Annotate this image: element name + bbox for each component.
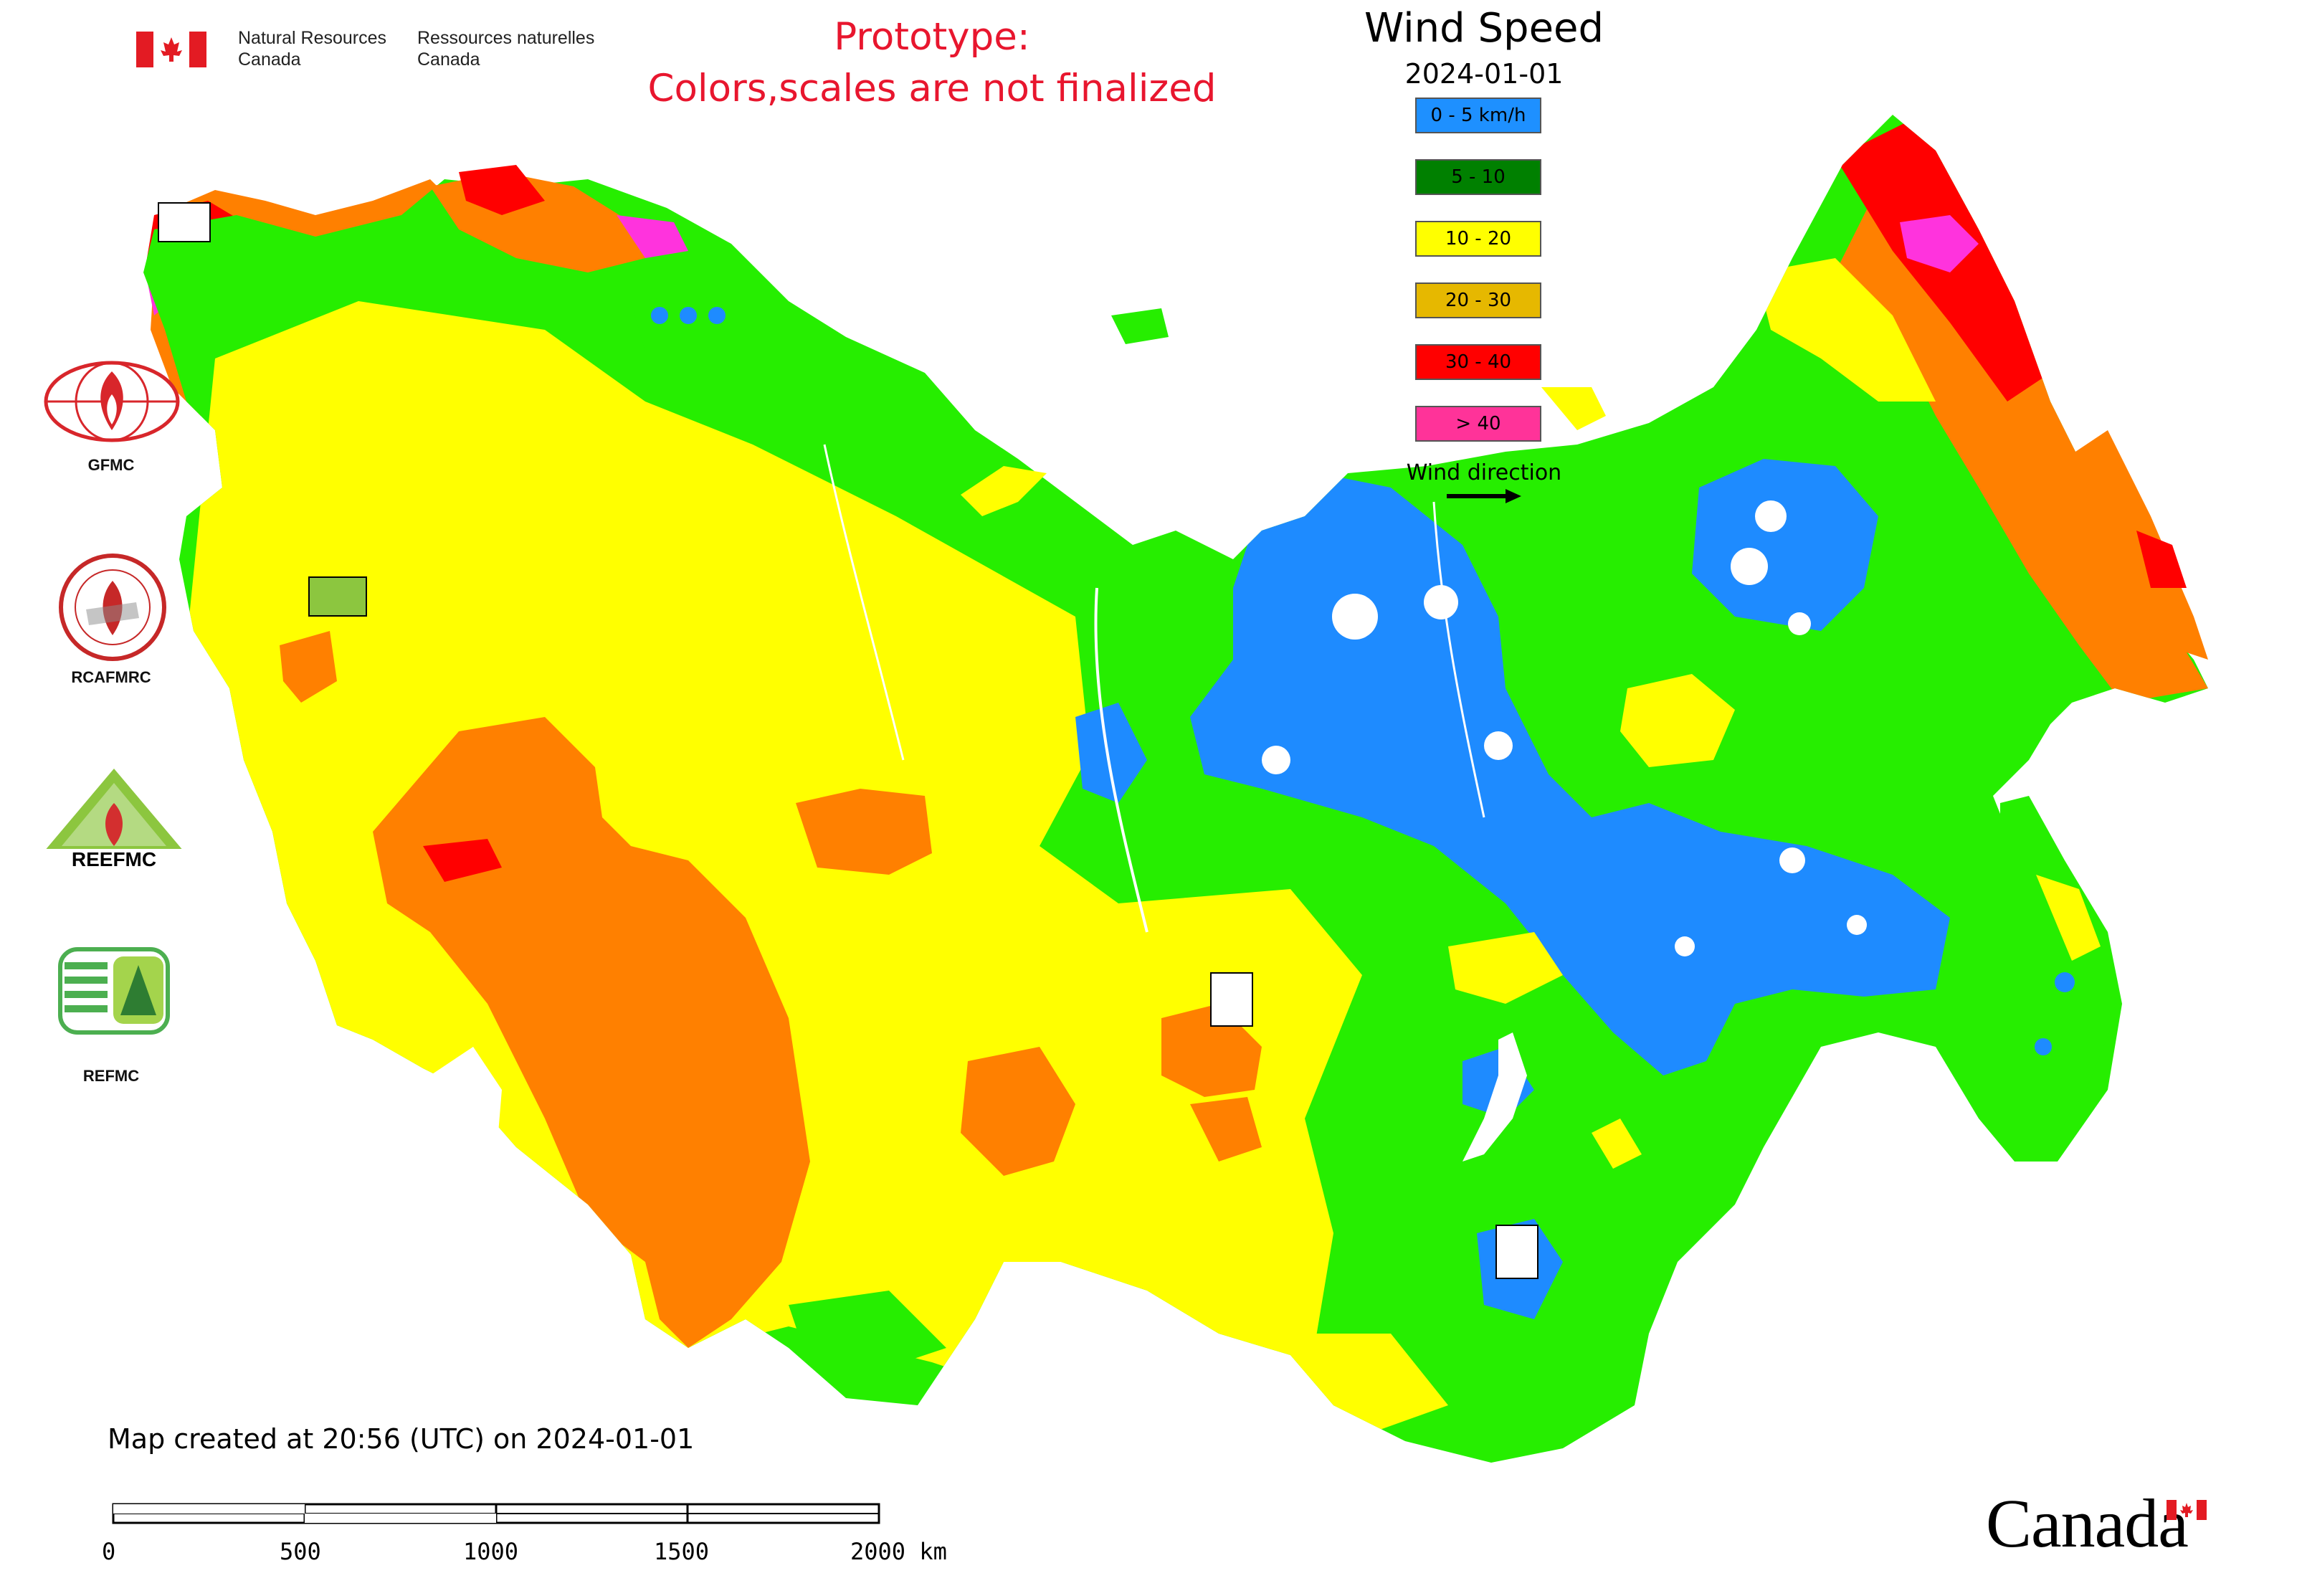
canada-wordmark: Canada [1986, 1485, 2189, 1562]
gfmc-map-marker [158, 202, 211, 242]
refmc-logo-icon [58, 947, 170, 1035]
wind-direction-label: Wind direction [1406, 460, 1562, 485]
canada-flag-icon [136, 32, 206, 67]
map-created-note: Map created at 20:56 (UTC) on 2024-01-01 [108, 1423, 695, 1455]
reefmc-map-marker [308, 576, 367, 617]
agency-fr-line-2: Canada [417, 49, 480, 70]
scale-tick-2000: 2000 km [850, 1538, 947, 1565]
scale-tick-1000: 1000 [463, 1538, 519, 1565]
rcafmrc-logo-label: RCAFMRC [71, 668, 151, 686]
refmc-logo-label: REFMC [82, 1067, 140, 1085]
legend-class-2: 10 - 20 [1415, 221, 1541, 257]
scale-bar [112, 1503, 880, 1524]
legend-class-4: 30 - 40 [1415, 344, 1541, 380]
legend-class-1: 5 - 10 [1415, 159, 1541, 195]
refmc-map-marker [1210, 972, 1253, 1027]
scale-tick-1500: 1500 [654, 1538, 710, 1565]
agency-name-fr: Ressources naturelles Canada [417, 27, 594, 70]
scale-tick-500: 500 [280, 1538, 321, 1565]
prototype-line-2: Colors,scales are not finalized [647, 67, 1217, 110]
agency-en-line-2: Canada [238, 49, 301, 70]
reefmc-logo-icon: REEFMC [40, 769, 188, 870]
wind-direction-arrow-icon [1447, 489, 1521, 503]
agency-name-en: Natural Resources Canada [238, 27, 386, 70]
legend-date: 2024-01-01 [1404, 58, 1564, 90]
canada-wordmark-flag-icon [2167, 1500, 2207, 1520]
rcafmrc-map-marker [1495, 1225, 1538, 1279]
rcafmrc-logo-icon [59, 554, 166, 661]
scale-tick-0: 0 [102, 1538, 116, 1565]
legend-class-5: > 40 [1415, 406, 1541, 442]
agency-fr-line-1: Ressources naturelles [417, 28, 595, 48]
reefmc-logo-text: REEFMC [72, 848, 156, 870]
legend-title: Wind Speed [1364, 5, 1604, 52]
prototype-notice: Prototype: Colors,scales are not finaliz… [624, 11, 1240, 115]
agency-en-line-1: Natural Resources [238, 28, 387, 48]
legend-class-3: 20 - 30 [1415, 282, 1541, 318]
prototype-line-1: Prototype: [834, 15, 1030, 59]
gfmc-logo-label: GFMC [87, 456, 135, 474]
legend-class-0: 0 - 5 km/h [1415, 98, 1541, 133]
gfmc-logo-icon [44, 361, 180, 442]
